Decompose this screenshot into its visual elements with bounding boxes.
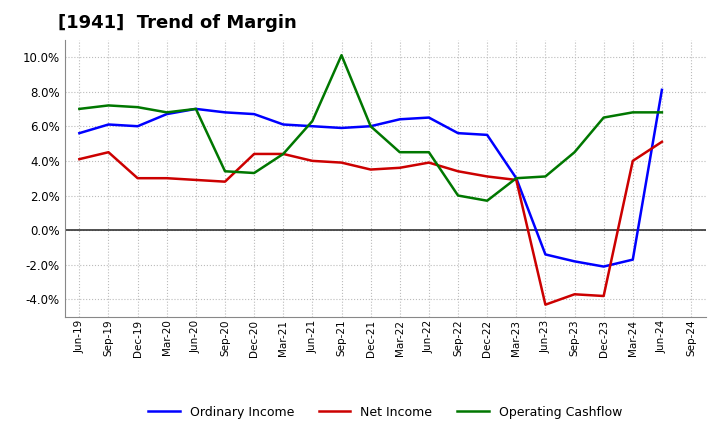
Net Income bbox=[629, 158, 637, 164]
Ordinary Income bbox=[308, 124, 317, 129]
Operating Cashflow bbox=[308, 118, 317, 124]
Ordinary Income bbox=[454, 131, 462, 136]
Operating Cashflow bbox=[454, 193, 462, 198]
Net Income bbox=[133, 176, 142, 181]
Legend: Ordinary Income, Net Income, Operating Cashflow: Ordinary Income, Net Income, Operating C… bbox=[143, 401, 627, 424]
Operating Cashflow bbox=[541, 174, 550, 179]
Operating Cashflow bbox=[599, 115, 608, 120]
Operating Cashflow bbox=[657, 110, 666, 115]
Operating Cashflow bbox=[104, 103, 113, 108]
Operating Cashflow bbox=[279, 151, 287, 157]
Operating Cashflow bbox=[512, 176, 521, 181]
Operating Cashflow bbox=[366, 124, 375, 129]
Operating Cashflow bbox=[425, 150, 433, 155]
Net Income bbox=[366, 167, 375, 172]
Ordinary Income bbox=[425, 115, 433, 120]
Ordinary Income bbox=[541, 252, 550, 257]
Ordinary Income bbox=[279, 122, 287, 127]
Line: Operating Cashflow: Operating Cashflow bbox=[79, 55, 662, 201]
Net Income bbox=[425, 160, 433, 165]
Ordinary Income bbox=[133, 124, 142, 129]
Net Income bbox=[541, 302, 550, 307]
Net Income bbox=[250, 151, 258, 157]
Ordinary Income bbox=[250, 111, 258, 117]
Net Income bbox=[454, 169, 462, 174]
Operating Cashflow bbox=[220, 169, 229, 174]
Ordinary Income bbox=[163, 111, 171, 117]
Net Income bbox=[163, 176, 171, 181]
Net Income bbox=[75, 157, 84, 162]
Ordinary Income bbox=[512, 176, 521, 181]
Text: [1941]  Trend of Margin: [1941] Trend of Margin bbox=[58, 15, 297, 33]
Operating Cashflow bbox=[483, 198, 492, 203]
Net Income bbox=[308, 158, 317, 164]
Operating Cashflow bbox=[75, 106, 84, 111]
Ordinary Income bbox=[483, 132, 492, 138]
Operating Cashflow bbox=[192, 106, 200, 111]
Operating Cashflow bbox=[570, 150, 579, 155]
Operating Cashflow bbox=[250, 170, 258, 176]
Ordinary Income bbox=[337, 125, 346, 131]
Operating Cashflow bbox=[133, 105, 142, 110]
Net Income bbox=[512, 177, 521, 183]
Operating Cashflow bbox=[395, 150, 404, 155]
Net Income bbox=[395, 165, 404, 170]
Ordinary Income bbox=[629, 257, 637, 262]
Line: Net Income: Net Income bbox=[79, 142, 662, 304]
Net Income bbox=[570, 292, 579, 297]
Net Income bbox=[599, 293, 608, 299]
Operating Cashflow bbox=[337, 52, 346, 58]
Ordinary Income bbox=[104, 122, 113, 127]
Line: Ordinary Income: Ordinary Income bbox=[79, 90, 662, 267]
Operating Cashflow bbox=[163, 110, 171, 115]
Net Income bbox=[220, 179, 229, 184]
Ordinary Income bbox=[395, 117, 404, 122]
Ordinary Income bbox=[599, 264, 608, 269]
Ordinary Income bbox=[192, 106, 200, 111]
Ordinary Income bbox=[657, 87, 666, 92]
Net Income bbox=[337, 160, 346, 165]
Net Income bbox=[483, 174, 492, 179]
Net Income bbox=[279, 151, 287, 157]
Ordinary Income bbox=[570, 259, 579, 264]
Net Income bbox=[657, 139, 666, 144]
Net Income bbox=[192, 177, 200, 183]
Ordinary Income bbox=[75, 131, 84, 136]
Net Income bbox=[104, 150, 113, 155]
Ordinary Income bbox=[220, 110, 229, 115]
Operating Cashflow bbox=[629, 110, 637, 115]
Ordinary Income bbox=[366, 124, 375, 129]
